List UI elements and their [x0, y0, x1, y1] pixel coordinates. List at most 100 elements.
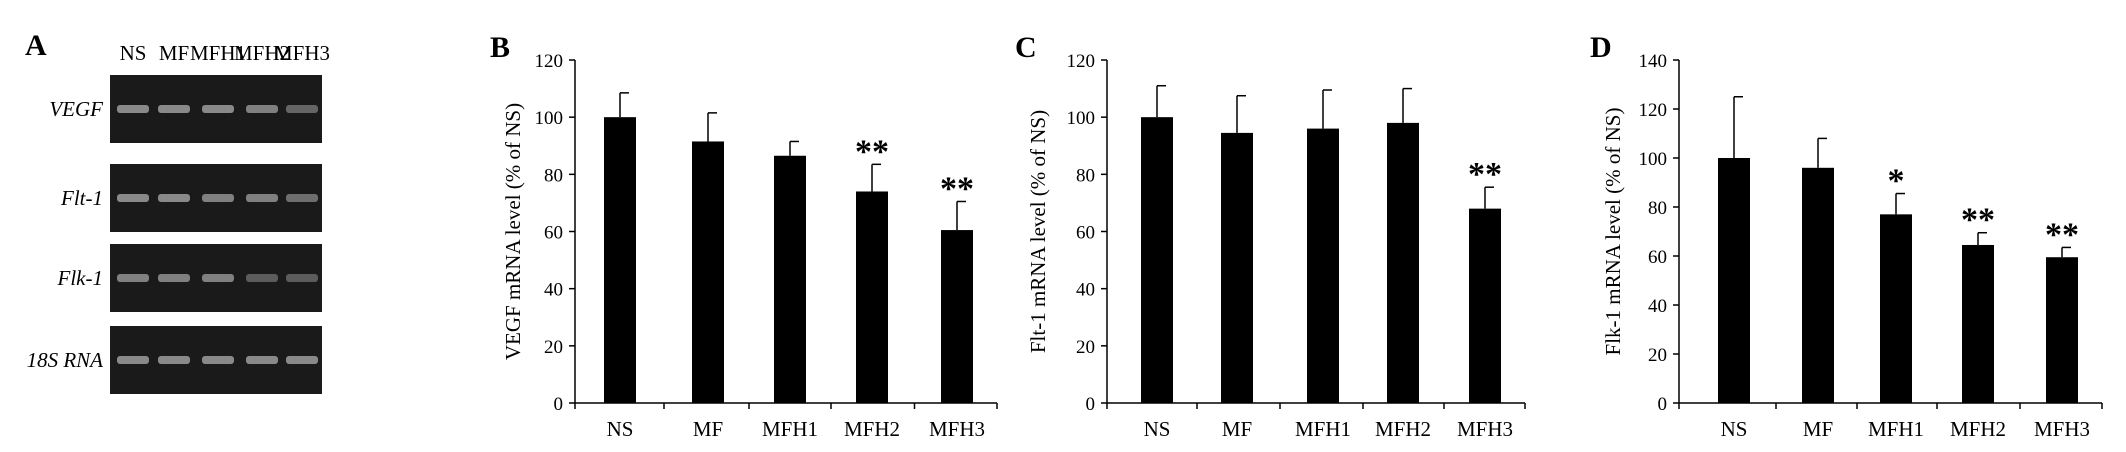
chart-b: B 0 20 40 60 80 100 120 NS MF MFH1 ** MFH2 ** MFH3 VEGF… — [490, 31, 998, 441]
gel-band — [246, 105, 278, 113]
gel-row: 18S RNA — [27, 326, 322, 394]
y-tick-label: 140 — [1639, 51, 1668, 72]
y-tick-label: 80 — [1076, 165, 1095, 186]
bar — [941, 230, 973, 403]
x-category-label: MF — [693, 417, 723, 441]
gel-lane-label: MFH2 — [234, 41, 290, 65]
y-tick-label: 40 — [1076, 280, 1095, 301]
y-tick-label: 100 — [1067, 108, 1096, 129]
gel-band — [246, 274, 278, 282]
chart-c: C 0 20 40 60 80 100 120 NS MF MFH1 MFH2 ** MFH3 Flt-1 … — [1015, 31, 1526, 441]
y-axis-title: VEGF mRNA level (% of NS) — [501, 103, 525, 360]
bar — [1962, 244, 1994, 403]
x-category-label: MFH2 — [1375, 417, 1431, 441]
x-category-label: NS — [607, 417, 634, 441]
bar — [1718, 158, 1750, 403]
x-category-label: MF — [1803, 417, 1833, 441]
gel-band — [202, 274, 234, 282]
gel-lane-label: NS — [120, 41, 147, 65]
bar — [1307, 128, 1339, 403]
gel-band — [202, 194, 234, 202]
x-category-label: MFH1 — [1295, 417, 1351, 441]
bar — [1387, 122, 1419, 403]
gel-row-label: VEGF — [49, 97, 103, 121]
y-tick-label: 20 — [1648, 345, 1667, 366]
y-tick-label: 80 — [544, 165, 563, 186]
gel-lane-label: MF — [159, 41, 189, 65]
y-tick-label: 60 — [1076, 223, 1095, 244]
y-axis-title: Flk-1 mRNA level (% of NS) — [1601, 108, 1625, 356]
y-tick-label: 100 — [535, 108, 564, 129]
y-tick-label: 0 — [554, 394, 564, 415]
panel-letter: B — [490, 31, 510, 64]
bar — [1880, 214, 1912, 403]
y-tick-label: 40 — [1648, 296, 1667, 317]
y-tick-label: 20 — [1076, 337, 1095, 358]
x-category-label: MFH3 — [1457, 417, 1513, 441]
bar — [774, 155, 806, 403]
bar — [604, 117, 636, 404]
significance-marker: ** — [1468, 156, 1502, 193]
y-tick-label: 40 — [544, 280, 563, 301]
y-tick-label: 60 — [1648, 247, 1667, 268]
gel-row-label: Flk-1 — [57, 266, 103, 290]
significance-marker: ** — [855, 133, 889, 170]
significance-marker: * — [1888, 163, 1905, 200]
x-category-label: MFH3 — [929, 417, 985, 441]
bar — [1141, 117, 1173, 404]
gel-band — [286, 274, 318, 282]
gel-band — [286, 356, 318, 364]
y-tick-label: 100 — [1639, 149, 1668, 170]
gel-row-label: 18S RNA — [27, 348, 104, 372]
y-tick-label: 20 — [544, 337, 563, 358]
x-category-label: MFH2 — [844, 417, 900, 441]
gel-row: Flk-1 — [57, 244, 322, 312]
x-category-label: NS — [1721, 417, 1748, 441]
gel-band — [202, 105, 234, 113]
gel-band — [246, 194, 278, 202]
x-category-label: MFH1 — [1868, 417, 1924, 441]
y-tick-label: 60 — [544, 223, 563, 244]
gel-lane-label: MFH3 — [274, 41, 330, 65]
x-category-label: NS — [1144, 417, 1171, 441]
gel-row: Flt-1 — [60, 164, 322, 232]
gel-band — [117, 274, 149, 282]
y-tick-label: 120 — [1067, 51, 1096, 72]
gel-rows: VEGF Flt-1 Flk-1 18S RNA — [27, 75, 322, 394]
y-tick-label: 80 — [1648, 198, 1667, 219]
panel-letter: C — [1015, 31, 1037, 64]
y-tick-label: 0 — [1658, 394, 1668, 415]
significance-marker: ** — [940, 170, 974, 207]
gel-band — [158, 105, 190, 113]
significance-marker: ** — [1961, 202, 1995, 239]
gel-band — [117, 194, 149, 202]
gel-band — [246, 356, 278, 364]
gel-band — [158, 356, 190, 364]
panel-letter: D — [1590, 31, 1612, 64]
gel-row-label: Flt-1 — [60, 186, 103, 210]
gel-band — [202, 356, 234, 364]
bar — [856, 191, 888, 403]
gel-band — [286, 194, 318, 202]
significance-marker: ** — [2045, 216, 2079, 253]
bar — [1802, 167, 1834, 403]
gel-band — [117, 105, 149, 113]
gel-lane-label: MFH1 — [190, 41, 246, 65]
bar — [1221, 132, 1253, 403]
chart-d: D 0 20 40 60 80 100 120 140 NS MF * MFH1 ** MFH2 ** MFH3… — [1590, 31, 2103, 441]
y-axis-title: Flt-1 mRNA level (% of NS) — [1026, 110, 1050, 353]
gel-band — [286, 105, 318, 113]
panel-letter-a: A — [25, 29, 47, 62]
gel-band — [158, 274, 190, 282]
x-category-label: MFH1 — [762, 417, 818, 441]
y-tick-label: 120 — [535, 51, 564, 72]
bar — [1469, 208, 1501, 403]
bar — [692, 141, 724, 403]
gel-band — [158, 194, 190, 202]
gel-band — [117, 356, 149, 364]
y-tick-label: 0 — [1086, 394, 1096, 415]
gel-row: VEGF — [49, 75, 322, 143]
